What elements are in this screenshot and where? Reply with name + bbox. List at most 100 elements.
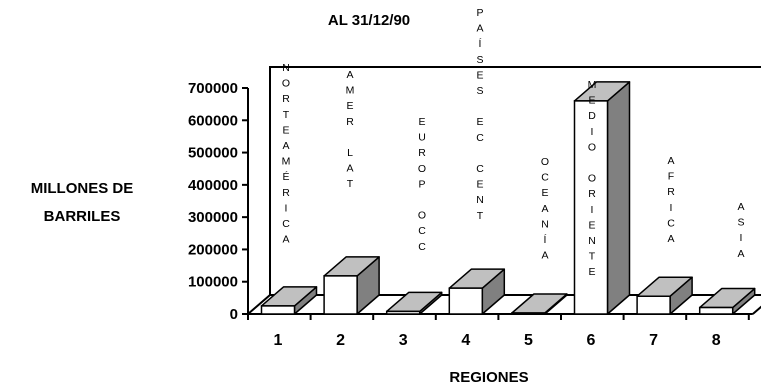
y-tick-label: 400000 — [188, 177, 238, 194]
region-label-letter: E — [418, 116, 425, 128]
region-label-letter: S — [737, 217, 744, 229]
x-tick-label: 5 — [524, 332, 533, 349]
region-label-letter: R — [346, 116, 354, 128]
region-label-letter: M — [346, 85, 355, 97]
region-label-letter: O — [282, 78, 290, 90]
region-label-letter: A — [346, 163, 353, 175]
region-label-letter: U — [418, 132, 426, 144]
region-label-letter: T — [589, 251, 596, 263]
region-label-letter: A — [737, 248, 744, 260]
region-label-letter: Í — [544, 233, 547, 246]
bar-front-face — [636, 295, 671, 315]
bar-2 — [323, 256, 380, 315]
bar-3 — [385, 291, 443, 315]
region-label-letter: M — [588, 79, 597, 91]
bar-front-face — [385, 310, 421, 315]
x-tick-label: 2 — [336, 332, 345, 349]
x-tick-label: 6 — [587, 332, 596, 349]
region-label-letter: A — [476, 23, 483, 35]
region-label-letter: E — [588, 95, 595, 107]
region-label-letter: P — [418, 178, 425, 190]
region-label-letter: T — [477, 210, 484, 222]
region-label-letter: R — [282, 93, 290, 105]
region-label-letter: E — [476, 179, 483, 191]
y-tick-label: 700000 — [188, 80, 238, 97]
region-label-letter: C — [418, 225, 426, 237]
region-label-letter: N — [541, 218, 549, 230]
x-tick-label: 8 — [712, 332, 721, 349]
bar-1 — [260, 286, 318, 315]
region-label-letter: T — [347, 178, 354, 190]
bar-side-face — [606, 81, 631, 315]
region-name-labels: NORTEAMÉRICAAMERLATEUROPOCCPAÍSESECCENTO… — [282, 7, 745, 278]
region-label-letter: N — [588, 235, 596, 247]
region-label-letter: R — [588, 188, 596, 200]
region-label-letter: A — [667, 233, 674, 245]
bar-7 — [636, 276, 693, 315]
bar-front-face — [698, 306, 734, 315]
bar-front-face — [573, 100, 609, 315]
region-label-letter: F — [668, 171, 674, 183]
bar-8 — [698, 287, 756, 315]
y-tick-label: 600000 — [188, 112, 238, 129]
region-label-letter: A — [667, 155, 674, 167]
region-label-letter: O — [588, 173, 596, 185]
region-label-letter: E — [282, 124, 289, 136]
region-label-letter: I — [285, 202, 288, 214]
region-label-letter: O — [541, 156, 549, 168]
region-label-letter: P — [476, 7, 483, 19]
region-label-letter: C — [418, 241, 426, 253]
region-label-letter: A — [541, 203, 548, 215]
region-label-letter: A — [282, 234, 289, 246]
y-axis-title-line-1: MILLONES DE — [31, 180, 134, 197]
y-axis: 0 100000 200000 300000 400000 500000 600000 700… — [188, 80, 249, 323]
region-label-letter: E — [346, 100, 353, 112]
bar-front-face — [448, 287, 484, 315]
region-label-letter: E — [588, 266, 595, 278]
bar-6 — [573, 81, 631, 315]
y-tick-label: 300000 — [188, 209, 238, 226]
region-label-letter: N — [282, 62, 290, 74]
region-label-letter: E — [476, 69, 483, 81]
region-label-letter: T — [283, 109, 290, 121]
region-label-letter: C — [282, 218, 290, 230]
region-label-letter: L — [347, 147, 353, 159]
region-label-letter: R — [418, 147, 426, 159]
region-label-letter: E — [541, 187, 548, 199]
region-label-letter: I — [591, 126, 594, 138]
bar-front-face — [260, 305, 296, 315]
back-wall-outline — [247, 66, 761, 315]
y-axis-title-line-2: BARRILES — [44, 208, 121, 225]
region-label-letter: S — [476, 54, 483, 66]
region-label-letter: N — [476, 194, 484, 206]
y-tick-label: 0 — [230, 306, 238, 323]
region-label-letter: C — [541, 172, 549, 184]
region-label-letter: I — [670, 202, 673, 214]
bar-top-face — [511, 293, 568, 314]
region-label-letter: O — [418, 210, 426, 222]
region-label-letter: S — [476, 85, 483, 97]
region-label-letter: É — [282, 170, 289, 183]
chart-title: AL 31/12/90 — [328, 12, 410, 29]
region-label-letter: I — [740, 232, 743, 244]
floor-right-edge — [752, 305, 761, 315]
region-label-letter: A — [346, 69, 353, 81]
region-label-letter: Í — [479, 37, 482, 50]
region-label-letter: C — [667, 217, 675, 229]
x-tick-label: 3 — [399, 332, 408, 349]
region-label-letter: R — [667, 186, 675, 198]
x-tick-label: 4 — [461, 332, 470, 349]
bars — [260, 81, 756, 315]
bar-5 — [511, 293, 568, 315]
region-label-letter: E — [588, 219, 595, 231]
region-label-letter: D — [588, 110, 596, 122]
region-label-letter: R — [282, 187, 290, 199]
region-label-letter: C — [476, 132, 484, 144]
region-label-letter: A — [737, 201, 744, 213]
